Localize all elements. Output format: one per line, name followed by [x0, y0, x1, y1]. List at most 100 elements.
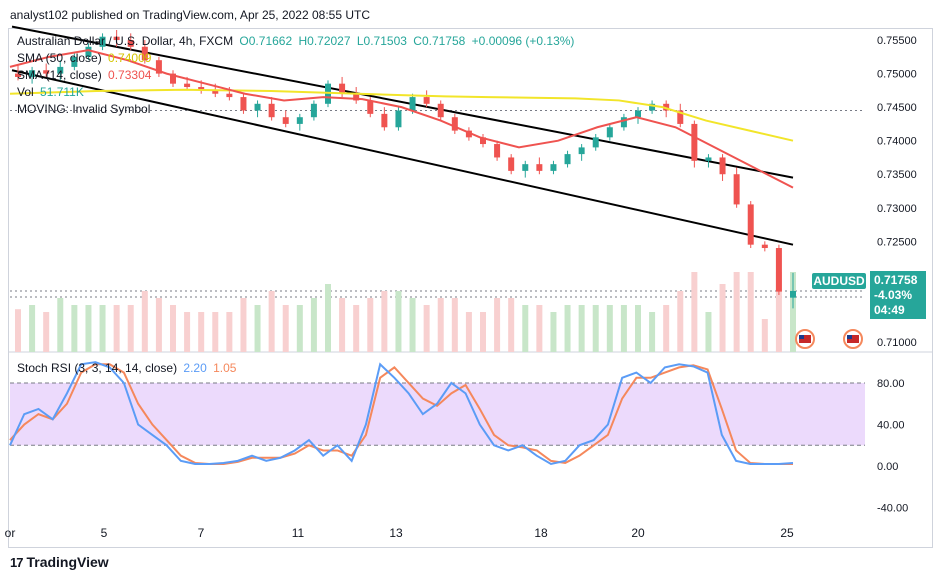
- chart-legend: Australian Dollar / U.S. Dollar, 4h, FXC…: [17, 33, 577, 118]
- candle-body: [480, 137, 486, 145]
- candle-body: [212, 90, 219, 94]
- candle: [480, 133, 486, 148]
- stoch-legend[interactable]: Stoch RSI (3, 3, 14, 14, close) 2.20 1.0…: [17, 360, 239, 377]
- candle: [141, 40, 148, 64]
- candle-body: [254, 103, 261, 111]
- volume-bar: [578, 305, 585, 352]
- stoch-label: Stoch RSI (3, 3, 14, 14, close): [17, 361, 178, 375]
- volume-bar: [226, 312, 233, 352]
- ohlc-change: +0.00096 (+0.13%): [471, 34, 575, 48]
- candle: [353, 87, 360, 104]
- flag-canton-icon: [799, 335, 804, 339]
- candle-body: [790, 290, 796, 298]
- candle: [282, 110, 289, 128]
- stoch-d-value: 1.05: [213, 361, 237, 375]
- volume-bar: [184, 312, 191, 352]
- ohlc-low: L0.71503: [356, 34, 407, 48]
- candle: [761, 241, 768, 252]
- candle: [127, 33, 134, 51]
- candle-body: [677, 110, 684, 124]
- candle: [240, 93, 247, 114]
- channel-lower-line: [11, 69, 794, 246]
- candle: [775, 244, 782, 295]
- candle: [381, 107, 388, 131]
- legend-sma14-row[interactable]: SMA (14, close) 0.73304: [17, 67, 577, 84]
- candle-body: [592, 137, 599, 148]
- candle-body: [198, 87, 205, 91]
- volume-bar: [353, 305, 360, 352]
- stoch-axis-tick: 40.00: [877, 420, 905, 432]
- vol-label: Vol: [17, 85, 34, 99]
- candle-body: [127, 40, 134, 47]
- volume-bar: [71, 305, 78, 352]
- candle-body: [226, 93, 233, 98]
- sma14-value: 0.73304: [108, 68, 152, 82]
- sma50-line: [9, 88, 794, 142]
- candle-body: [705, 157, 712, 161]
- candle: [43, 63, 50, 77]
- volume-bar: [564, 305, 571, 352]
- footer[interactable]: 17 TradingView: [10, 554, 109, 570]
- candle: [423, 90, 430, 108]
- flag-stripe-icon: [799, 335, 811, 343]
- vol-value: 51.711K: [40, 85, 84, 99]
- volume-bar: [691, 272, 698, 352]
- volume-bar: [733, 272, 740, 352]
- symbol-title[interactable]: Australian Dollar / U.S. Dollar, 4h, FXC…: [17, 34, 234, 48]
- volume-bar: [367, 298, 374, 352]
- volume-bar: [649, 312, 656, 352]
- stoch-k-value: 2.20: [183, 361, 207, 375]
- volume-bar: [29, 305, 36, 352]
- candle: [578, 144, 585, 161]
- volume-bar: [85, 305, 92, 352]
- candle: [296, 113, 303, 131]
- volume-bar: [465, 312, 472, 352]
- candle-body: [536, 164, 543, 171]
- candle: [649, 100, 656, 114]
- candle-body: [339, 83, 346, 94]
- chart-frame: [8, 28, 933, 548]
- price-axis-tick: 0.74500: [877, 102, 917, 114]
- candle-body: [451, 117, 458, 131]
- candle: [522, 160, 529, 178]
- last-change: -4.03%: [874, 288, 913, 302]
- last-price-box: 0.71758 -4.03% 04:49: [870, 271, 926, 319]
- volume-bar: [550, 312, 557, 352]
- candle-body: [310, 103, 317, 118]
- volume-bar: [747, 272, 754, 352]
- candle: [85, 43, 92, 61]
- price-axis-tick: 0.75500: [877, 35, 917, 47]
- candle-body: [550, 164, 557, 171]
- legend-moving-row[interactable]: MOVING: Invalid Symbol: [17, 101, 577, 118]
- legend-vol-row[interactable]: Vol 51.711K: [17, 84, 577, 101]
- time-axis-tick: 7: [198, 526, 205, 540]
- volume-bar: [127, 305, 134, 352]
- sma14-line: [9, 49, 794, 189]
- bar-countdown: 04:49: [874, 303, 905, 317]
- time-axis-tick: 18: [534, 526, 548, 540]
- flag-canton-icon: [847, 335, 852, 339]
- candle: [719, 154, 726, 181]
- stoch-band: [10, 382, 865, 446]
- candle: [635, 107, 641, 124]
- price-axis-tick: 0.72500: [877, 236, 917, 248]
- candle-body: [71, 56, 78, 67]
- volume-bar: [282, 305, 289, 352]
- volume-bar: [663, 305, 670, 352]
- candle: [465, 127, 472, 141]
- candle: [733, 167, 740, 208]
- candle-body: [649, 103, 656, 111]
- volume-bar: [775, 272, 782, 352]
- candle-body: [719, 157, 726, 175]
- legend-sma50-row[interactable]: SMA (50, close) 0.74009: [17, 50, 577, 67]
- candle-body: [367, 100, 374, 114]
- volume-bar: [592, 305, 599, 352]
- moving-label: MOVING: Invalid Symbol: [17, 102, 151, 116]
- candle: [592, 133, 599, 151]
- volume-bar: [437, 298, 444, 352]
- time-axis-tick: 25: [780, 526, 794, 540]
- candle-body: [57, 66, 64, 74]
- volume-bar: [240, 298, 247, 352]
- candle-body: [635, 110, 641, 118]
